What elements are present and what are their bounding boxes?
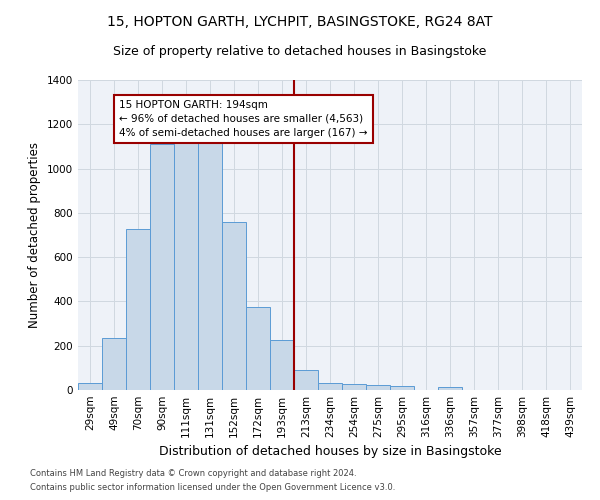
Text: 15 HOPTON GARTH: 194sqm
← 96% of detached houses are smaller (4,563)
4% of semi-: 15 HOPTON GARTH: 194sqm ← 96% of detache…: [119, 100, 367, 138]
Bar: [366, 385, 390, 390]
Bar: [174, 143, 198, 390]
Bar: [78, 384, 102, 390]
Y-axis label: Number of detached properties: Number of detached properties: [28, 142, 41, 328]
Bar: [150, 144, 174, 390]
Bar: [222, 222, 246, 390]
Text: 15, HOPTON GARTH, LYCHPIT, BASINGSTOKE, RG24 8AT: 15, HOPTON GARTH, LYCHPIT, BASINGSTOKE, …: [107, 15, 493, 29]
Bar: [102, 338, 126, 390]
Text: Size of property relative to detached houses in Basingstoke: Size of property relative to detached ho…: [113, 45, 487, 58]
Bar: [438, 388, 462, 390]
X-axis label: Distribution of detached houses by size in Basingstoke: Distribution of detached houses by size …: [158, 446, 502, 458]
Text: Contains public sector information licensed under the Open Government Licence v3: Contains public sector information licen…: [30, 484, 395, 492]
Bar: [342, 384, 366, 390]
Text: Contains HM Land Registry data © Crown copyright and database right 2024.: Contains HM Land Registry data © Crown c…: [30, 468, 356, 477]
Bar: [390, 386, 414, 390]
Bar: [198, 142, 222, 390]
Bar: [294, 370, 318, 390]
Bar: [246, 307, 270, 390]
Bar: [318, 384, 342, 390]
Bar: [270, 340, 294, 390]
Bar: [126, 230, 150, 390]
